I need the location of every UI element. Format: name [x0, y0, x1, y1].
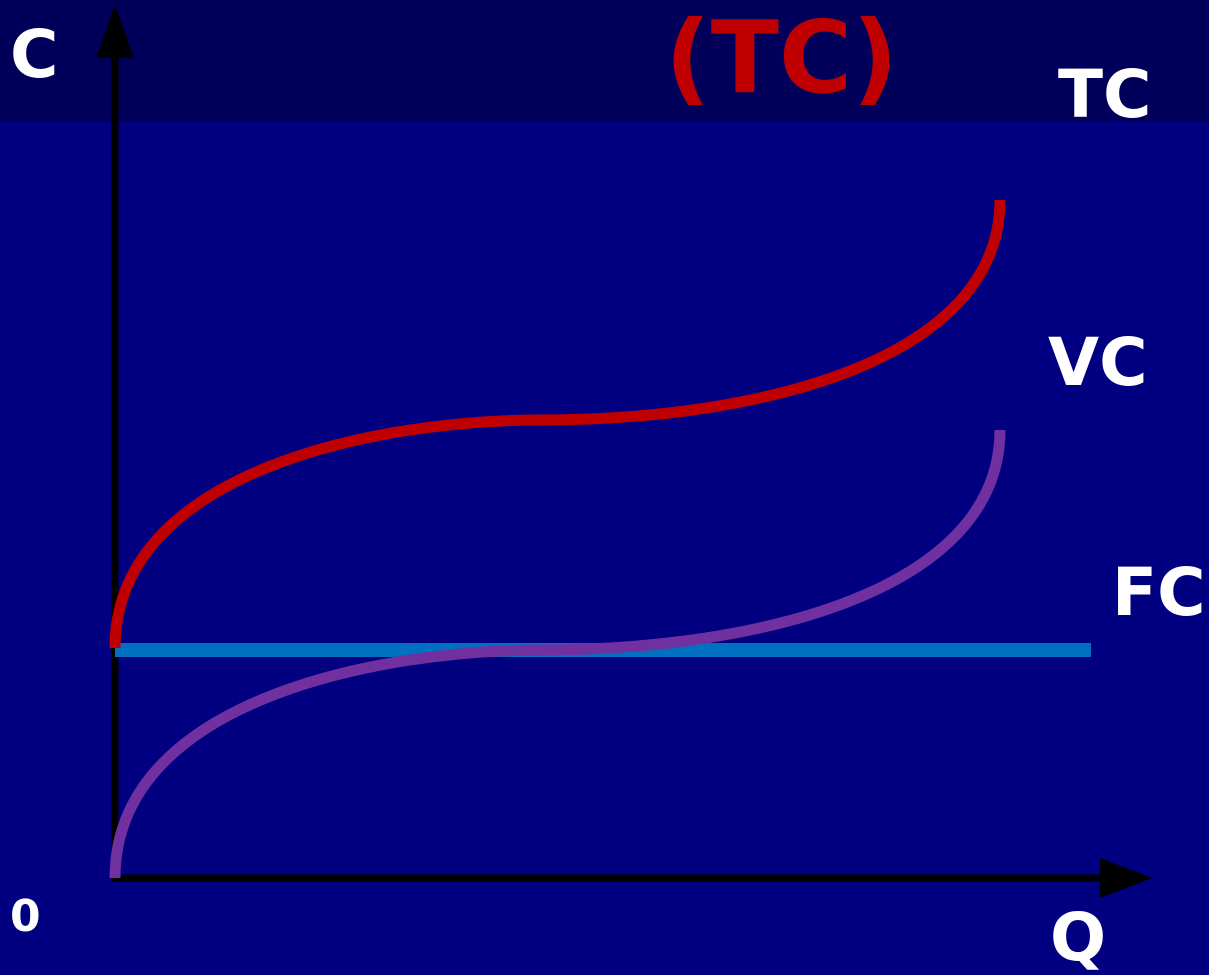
tc-label: TC — [1058, 56, 1152, 133]
main-band — [0, 122, 1209, 975]
diagram-title: (TC) — [665, 0, 899, 116]
x-axis-label: Q — [1050, 899, 1107, 975]
header-band — [0, 0, 1209, 122]
tc-curve — [109, 199, 1006, 649]
origin-label: 0 — [10, 891, 41, 942]
vc-label: VC — [1048, 324, 1148, 401]
fc-label: FC — [1112, 554, 1206, 631]
x-axis-arrowhead — [1100, 858, 1152, 898]
y-axis-arrowhead — [96, 5, 134, 58]
y-axis-label: C — [10, 16, 59, 93]
vc-curve — [109, 429, 1006, 879]
